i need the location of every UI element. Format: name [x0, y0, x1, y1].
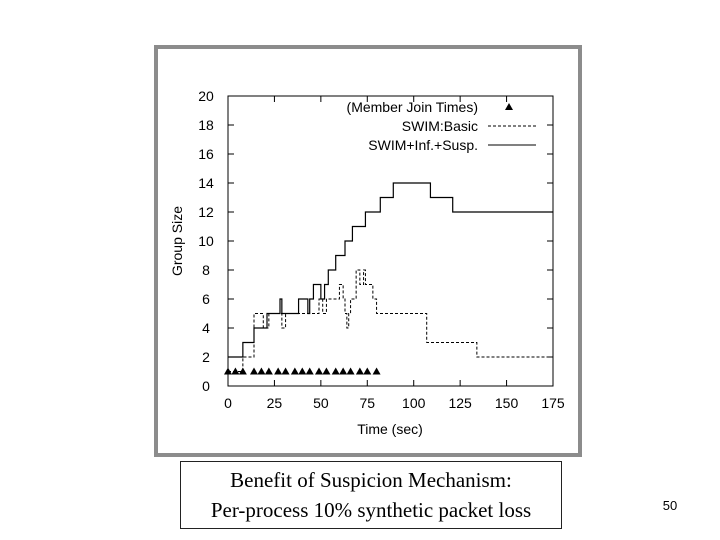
page-number: 50	[662, 498, 678, 513]
slide-caption: Benefit of Suspicion Mechanism: Per-proc…	[180, 461, 562, 529]
join-time-marker	[274, 367, 283, 375]
y-tick-label: 8	[202, 262, 210, 278]
caption-line-2: Per-process 10% synthetic packet loss	[210, 498, 532, 522]
legend-label: (Member Join Times)	[347, 99, 478, 115]
y-axis-label: Group Size	[169, 206, 185, 276]
join-time-marker	[298, 367, 307, 375]
y-axis: 0 2 4 6 8 10 12 14 16 18 20	[198, 88, 553, 394]
join-time-marker	[331, 367, 340, 375]
y-tick-label: 6	[202, 291, 210, 307]
x-tick-label: 175	[541, 395, 565, 411]
x-axis: 0 25 50 75 100 125 150 175	[224, 96, 565, 411]
join-time-marker	[281, 367, 290, 375]
series-line-swim-basic	[228, 269, 553, 372]
y-tick-label: 12	[198, 204, 214, 220]
chart-frame	[154, 45, 582, 457]
join-time-marker	[264, 367, 273, 375]
y-tick-label: 4	[202, 320, 210, 336]
y-tick-label: 0	[202, 378, 210, 394]
join-time-marker	[372, 367, 381, 375]
x-tick-label: 25	[267, 395, 283, 411]
join-time-marker	[224, 367, 232, 375]
x-tick-label: 125	[448, 395, 472, 411]
x-tick-label: 75	[359, 395, 375, 411]
join-time-marker	[346, 367, 355, 375]
series-line-swim-inf-susp	[228, 182, 553, 358]
caption-line-1: Benefit of Suspicion Mechanism:	[230, 468, 512, 492]
join-time-marker	[257, 367, 266, 375]
series-layer	[228, 182, 553, 372]
join-time-marker	[238, 367, 247, 375]
join-time-marker	[315, 367, 323, 375]
y-tick-label: 14	[198, 175, 214, 191]
x-tick-label: 0	[224, 395, 232, 411]
join-time-marker	[250, 367, 258, 375]
join-time-marker	[363, 367, 372, 375]
y-tick-label: 10	[198, 233, 214, 249]
x-tick-label: 50	[313, 395, 329, 411]
join-time-marker	[305, 367, 314, 375]
join-time-markers	[224, 367, 381, 375]
legend: (Member Join Times) SWIM:Basic SWIM+Inf.+S…	[347, 99, 536, 153]
join-time-marker	[355, 367, 364, 375]
join-time-marker	[290, 367, 299, 375]
join-time-marker	[339, 367, 348, 375]
legend-label: SWIM+Inf.+Susp.	[368, 137, 478, 153]
y-tick-label: 2	[202, 349, 210, 365]
y-tick-label: 16	[198, 146, 214, 162]
legend-label: SWIM:Basic	[402, 118, 478, 134]
join-time-marker	[322, 367, 331, 375]
x-tick-label: 100	[402, 395, 426, 411]
legend-marker-sample	[505, 103, 513, 110]
x-tick-label: 150	[495, 395, 519, 411]
join-time-marker	[231, 367, 240, 375]
y-tick-label: 18	[198, 117, 214, 133]
x-axis-label: Time (sec)	[357, 421, 423, 437]
y-tick-label: 20	[198, 88, 214, 104]
